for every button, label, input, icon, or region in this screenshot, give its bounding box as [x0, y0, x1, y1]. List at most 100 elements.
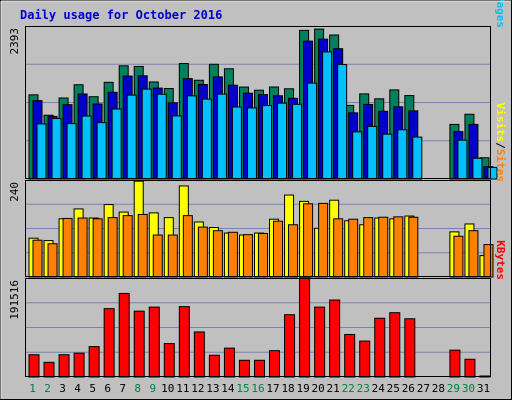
bar-sites-day-3 [62, 217, 73, 278]
x-axis-labels: 1 2 3 4 5 6 7 8 9 10 11 12 13 14 15 16 17 18 19 20 21 22 23 24 2… [29, 382, 490, 395]
bar-sites-day-11 [182, 215, 193, 278]
legend-entry: Visits [494, 103, 507, 143]
bar-sites-day-12 [197, 226, 208, 278]
bar-kbytes-day-9 [148, 306, 160, 378]
bar-sites-day-18 [288, 224, 299, 278]
ymax-label: 191516 [8, 280, 21, 320]
bar-pages-day-12 [201, 98, 212, 180]
panel-visits-sites: 240 Visits/Sites [8, 103, 507, 278]
bar-kbytes-day-22 [344, 333, 356, 378]
bar-kbytes-day-4 [73, 352, 85, 378]
bar-sites-day-25 [393, 216, 404, 278]
x-tick-label: 13 [206, 382, 219, 395]
bar-sites-day-31 [483, 244, 494, 278]
x-tick-label: 10 [161, 382, 174, 395]
x-tick-label: 3 [59, 382, 66, 395]
legend: Visits/Sites [494, 103, 507, 183]
bar-pages-day-23 [367, 125, 378, 180]
ymax-label: 2393 [8, 28, 21, 55]
x-tick-label: 18 [281, 382, 294, 395]
x-tick-label: 27 [417, 382, 430, 395]
x-tick-label: 25 [387, 382, 400, 395]
legend-entry: / [494, 142, 507, 149]
panel-kbytes: 191516 KBytes [8, 240, 507, 378]
bar-pages-day-3 [66, 123, 77, 180]
bar-pages-day-7 [126, 94, 137, 180]
bar-pages-day-6 [111, 108, 122, 180]
bar-sites-day-7 [122, 215, 133, 278]
bar-pages-day-9 [156, 93, 167, 180]
bar-kbytes-day-19 [299, 277, 311, 378]
bar-pages-day-15 [246, 107, 257, 180]
bar-kbytes-day-25 [389, 312, 401, 378]
bar-sites-day-19 [303, 203, 314, 278]
x-tick-label: 21 [327, 382, 340, 395]
bar-kbytes-day-30 [464, 358, 476, 378]
x-tick-label: 22 [342, 382, 355, 395]
bar-kbytes-day-24 [374, 317, 386, 378]
x-tick-label: 29 [447, 382, 460, 395]
bar-pages-day-26 [412, 136, 423, 180]
bar-kbytes-day-14 [223, 347, 235, 378]
x-tick-label: 9 [149, 382, 156, 395]
bar-sites-day-2 [47, 243, 58, 278]
bar-kbytes-day-20 [314, 306, 326, 378]
bar-kbytes-day-12 [193, 331, 205, 378]
bar-kbytes-day-21 [329, 299, 341, 378]
bar-pages-day-18 [292, 103, 303, 180]
x-tick-label: 12 [191, 382, 204, 395]
bar-sites-day-14 [227, 231, 238, 278]
legend: KBytes [494, 240, 507, 280]
x-tick-label: 17 [266, 382, 279, 395]
bar-sites-day-5 [92, 218, 103, 278]
x-tick-label: 31 [477, 382, 490, 395]
x-tick-label: 19 [296, 382, 309, 395]
x-tick-label: 7 [119, 382, 126, 395]
bar-sites-day-23 [363, 217, 374, 278]
x-tick-label: 5 [89, 382, 96, 395]
bar-pages-day-31 [487, 166, 498, 180]
bar-kbytes-day-23 [359, 340, 371, 378]
bar-pages-day-13 [216, 93, 227, 180]
bar-sites-day-17 [273, 220, 284, 278]
bar-sites-day-13 [212, 230, 223, 278]
x-tick-label: 14 [221, 382, 235, 395]
bar-kbytes-day-18 [284, 314, 296, 378]
bar-sites-day-4 [77, 217, 88, 278]
bar-sites-day-22 [348, 218, 359, 278]
bar-kbytes-day-17 [269, 350, 281, 378]
x-tick-label: 24 [372, 382, 386, 395]
bar-kbytes-day-2 [43, 361, 55, 378]
bar-sites-day-9 [152, 234, 163, 278]
bar-pages-day-17 [277, 102, 288, 180]
bar-pages-day-29 [457, 139, 468, 180]
bar-pages-day-10 [171, 115, 182, 180]
bar-pages-day-2 [51, 118, 62, 180]
bar-pages-day-11 [186, 95, 197, 180]
bar-sites-day-26 [408, 216, 419, 278]
bar-sites-day-24 [378, 216, 389, 278]
x-tick-label: 23 [357, 382, 370, 395]
x-tick-label: 28 [432, 382, 445, 395]
bar-pages-day-24 [382, 133, 393, 180]
bar-pages-day-4 [81, 115, 92, 180]
bar-sites-day-29 [453, 235, 464, 278]
bar-pages-day-16 [261, 105, 272, 180]
legend-entry: Sites [494, 149, 507, 182]
bar-pages-day-14 [231, 106, 242, 180]
bar-sites-day-6 [107, 217, 118, 278]
bar-pages-day-30 [472, 157, 483, 180]
bar-sites-day-30 [468, 230, 479, 278]
legend: Hits/Files/Pages [494, 0, 507, 28]
bar-kbytes-day-3 [58, 354, 70, 378]
x-tick-label: 1 [29, 382, 36, 395]
bar-pages-day-1 [36, 123, 47, 180]
bar-kbytes-day-13 [208, 354, 220, 378]
bar-kbytes-day-26 [404, 318, 416, 378]
bar-sites-day-10 [167, 234, 178, 278]
x-tick-label: 6 [104, 382, 111, 395]
bar-kbytes-day-7 [118, 292, 130, 378]
x-tick-label: 8 [134, 382, 141, 395]
x-tick-label: 20 [312, 382, 325, 395]
